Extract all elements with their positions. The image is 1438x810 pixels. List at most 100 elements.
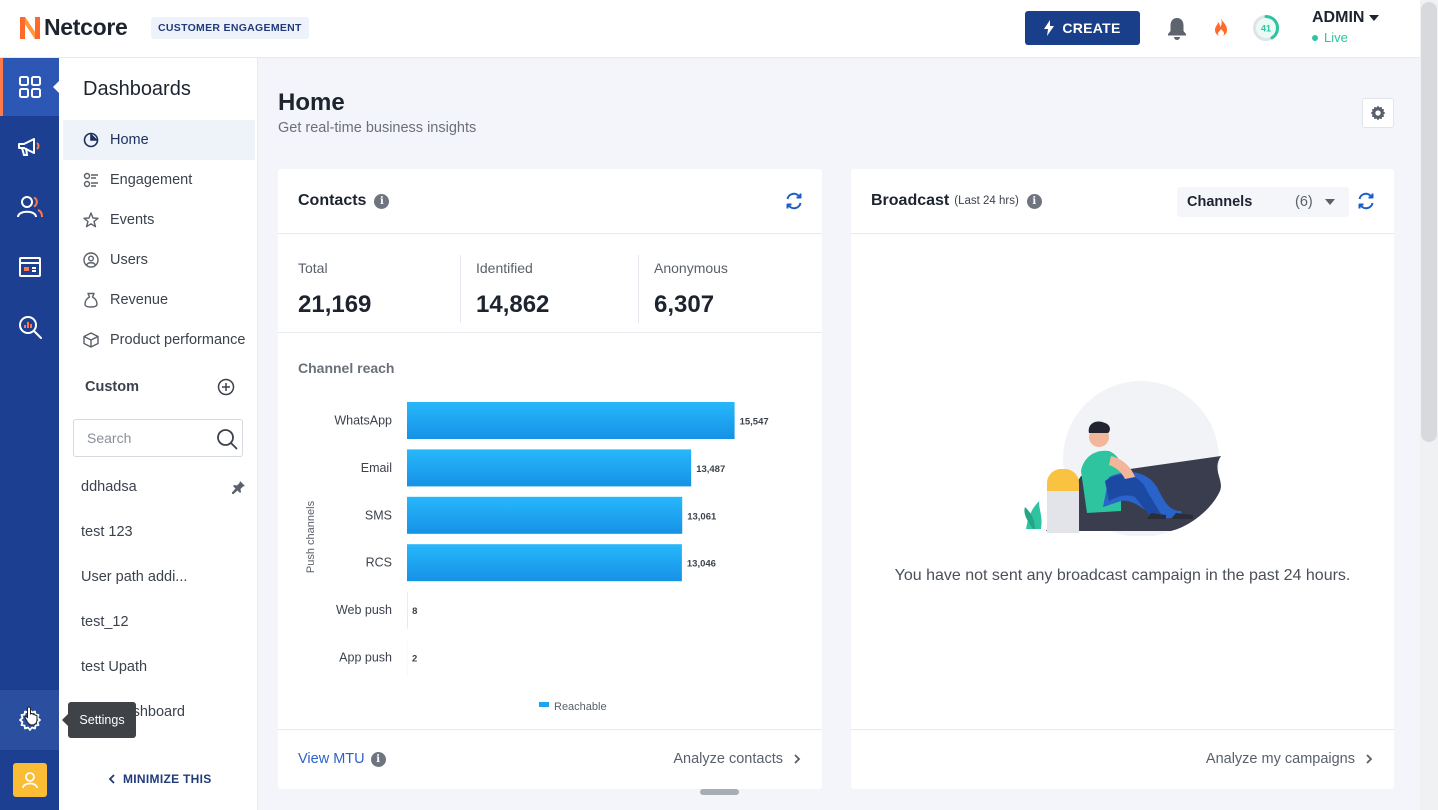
flame-icon — [1215, 18, 1227, 37]
refresh-icon[interactable] — [1356, 191, 1376, 211]
info-icon[interactable]: i — [370, 751, 386, 767]
search-icon[interactable] — [216, 428, 238, 450]
y-axis-label: Push channels — [305, 500, 317, 573]
list-item[interactable]: test_12 — [81, 613, 129, 630]
info-icon[interactable]: i — [1026, 193, 1042, 209]
category-label: SMS — [365, 508, 392, 522]
minimize-panel-button[interactable]: MINIMIZE THIS — [107, 772, 212, 786]
custom-label: Custom — [85, 379, 139, 395]
nav-item-engagement[interactable]: Engagement — [63, 160, 255, 200]
left-rail — [0, 58, 60, 810]
chevron-left-icon — [108, 774, 115, 784]
nav-item-revenue[interactable]: Revenue — [63, 280, 255, 320]
rail-settings[interactable] — [0, 690, 59, 750]
rail-analytics[interactable] — [0, 298, 59, 356]
notifications-button[interactable] — [1164, 15, 1190, 41]
data-label: 2 — [412, 654, 417, 665]
contacts-stats: Total 21,169 Identified 14,862 Anonymous… — [278, 235, 822, 333]
settings-tooltip: Settings — [62, 702, 136, 738]
bell-icon — [1168, 18, 1186, 40]
add-circle-icon[interactable] — [217, 378, 235, 396]
gear-icon — [1370, 105, 1386, 121]
list-item[interactable]: User path addi... — [81, 568, 188, 585]
user-name[interactable]: ADMIN — [1312, 9, 1380, 27]
progress-value: 41 — [1261, 24, 1271, 34]
caret-down-icon — [1325, 199, 1335, 205]
nav-label: Product performance — [110, 332, 246, 348]
bar — [407, 544, 682, 582]
page-title: Home — [278, 89, 345, 116]
chevron-right-icon — [1366, 754, 1373, 764]
rail-dashboards[interactable] — [0, 58, 60, 116]
list-item[interactable]: test Upath — [81, 658, 148, 675]
nav-label: Home — [110, 132, 149, 148]
list-item[interactable]: ddhadsa — [81, 464, 246, 509]
category-label: WhatsApp — [334, 414, 392, 428]
legend-swatch — [539, 702, 549, 707]
nav-label: Engagement — [110, 172, 193, 188]
dashboard-search-input[interactable]: Search — [73, 419, 243, 457]
user-status: Live — [1312, 30, 1379, 45]
nav-label: Users — [110, 252, 148, 268]
channel-reach-title: Channel reach — [298, 360, 395, 376]
page-settings-button[interactable] — [1362, 98, 1394, 128]
pin-icon[interactable] — [232, 480, 246, 494]
search-placeholder: Search — [87, 430, 132, 446]
broadcast-empty-message: You have not sent any broadcast campaign… — [894, 567, 1351, 584]
progress-ring-button[interactable]: 41 — [1252, 14, 1280, 42]
brand-name: Netcore — [44, 14, 128, 40]
streak-button[interactable] — [1208, 15, 1234, 41]
top-bar: Netcore CUSTOMER ENGAGEMENT CREATE 41 AD… — [0, 0, 1420, 58]
nav-item-users[interactable]: Users — [63, 240, 255, 280]
vertical-scrollbar-thumb[interactable] — [1421, 2, 1437, 442]
data-label: 13,046 — [687, 559, 716, 570]
custom-section-header: Custom — [85, 378, 235, 396]
legend-label: Reachable — [554, 701, 607, 713]
netcore-logo-icon — [20, 16, 40, 39]
avatar[interactable] — [13, 763, 47, 797]
users-icon — [83, 252, 99, 268]
panel-title: Dashboards — [83, 78, 191, 100]
rail-campaigns[interactable] — [0, 118, 59, 176]
list-item[interactable]: test 123 — [81, 523, 133, 540]
netcore-logo[interactable]: Netcore — [18, 14, 128, 41]
create-button[interactable]: CREATE — [1025, 11, 1140, 45]
product-badge: CUSTOMER ENGAGEMENT — [151, 17, 309, 39]
custom-dashboards-list: ddhadsa test 123 User path addi... test_… — [81, 464, 246, 734]
page-subtitle: Get real-time business insights — [278, 120, 477, 136]
info-icon[interactable]: i — [374, 193, 390, 209]
contacts-card-footer: View MTU i Analyze contacts — [278, 729, 822, 789]
data-label: 15,547 — [740, 417, 769, 428]
live-dot-icon — [1312, 34, 1318, 41]
analyze-campaigns-link[interactable]: Analyze my campaigns — [1206, 751, 1374, 767]
create-label: CREATE — [1062, 20, 1121, 36]
refresh-icon[interactable] — [784, 191, 804, 211]
bar — [407, 496, 683, 534]
cursor-hand-icon — [24, 706, 38, 726]
caret-down-icon — [1369, 15, 1380, 21]
contacts-card-header: Contacts i — [278, 169, 822, 234]
analyze-contacts-link[interactable]: Analyze contacts — [673, 751, 802, 767]
rail-audience[interactable] — [0, 178, 59, 236]
nav-item-product-performance[interactable]: Product performance — [63, 320, 255, 360]
rail-content[interactable] — [0, 238, 59, 296]
nav-label: Events — [110, 212, 155, 228]
engagement-icon — [83, 172, 98, 188]
contacts-card: Contacts i Total 21,169 Identified 14,86… — [278, 169, 822, 789]
dashboards-panel: Dashboards Home Engagement Events Users … — [59, 58, 258, 810]
channel-reach-chart: Push channels WhatsApp 15,547 Email 13,487 SM… — [305, 402, 769, 713]
nav-item-events[interactable]: Events — [63, 200, 255, 240]
broadcast-title: Broadcast (Last 24 hrs) i — [871, 192, 1042, 210]
channels-dropdown[interactable]: Channels (6) — [1177, 187, 1349, 217]
nav-item-home[interactable]: Home — [63, 120, 255, 160]
user-avatar-icon — [22, 772, 38, 789]
category-label: RCS — [366, 556, 392, 570]
empty-state-illustration — [1024, 381, 1221, 536]
category-label: App push — [339, 651, 392, 665]
dashboards-nav: Home Engagement Events Users Revenue Pro… — [63, 120, 255, 360]
user-menu[interactable]: ADMIN Live — [1312, 9, 1380, 45]
nav-label: Revenue — [110, 292, 169, 308]
content-icon — [18, 257, 41, 277]
horizontal-scroll-handle[interactable] — [700, 789, 739, 795]
view-mtu-link[interactable]: View MTU i — [298, 751, 386, 767]
